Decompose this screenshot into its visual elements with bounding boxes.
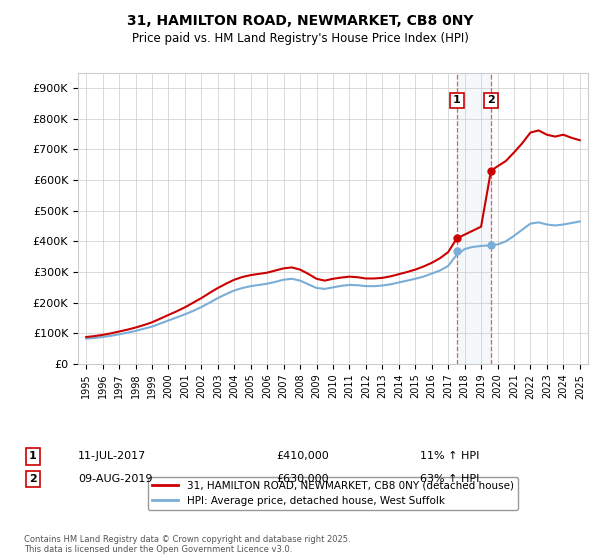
Text: 1: 1	[29, 451, 37, 461]
Text: 09-AUG-2019: 09-AUG-2019	[78, 474, 152, 484]
Text: 11% ↑ HPI: 11% ↑ HPI	[420, 451, 479, 461]
Legend: 31, HAMILTON ROAD, NEWMARKET, CB8 0NY (detached house), HPI: Average price, deta: 31, HAMILTON ROAD, NEWMARKET, CB8 0NY (d…	[148, 477, 518, 510]
Text: 1: 1	[453, 95, 461, 105]
Bar	[457, 73, 491, 364]
Text: £630,000: £630,000	[276, 474, 329, 484]
Text: 2: 2	[487, 95, 495, 105]
Text: 63% ↑ HPI: 63% ↑ HPI	[420, 474, 479, 484]
Text: £410,000: £410,000	[276, 451, 329, 461]
Text: Price paid vs. HM Land Registry's House Price Index (HPI): Price paid vs. HM Land Registry's House …	[131, 32, 469, 45]
Text: 31, HAMILTON ROAD, NEWMARKET, CB8 0NY: 31, HAMILTON ROAD, NEWMARKET, CB8 0NY	[127, 14, 473, 28]
Text: Contains HM Land Registry data © Crown copyright and database right 2025.
This d: Contains HM Land Registry data © Crown c…	[24, 535, 350, 554]
Text: 11-JUL-2017: 11-JUL-2017	[78, 451, 146, 461]
Text: 2: 2	[29, 474, 37, 484]
